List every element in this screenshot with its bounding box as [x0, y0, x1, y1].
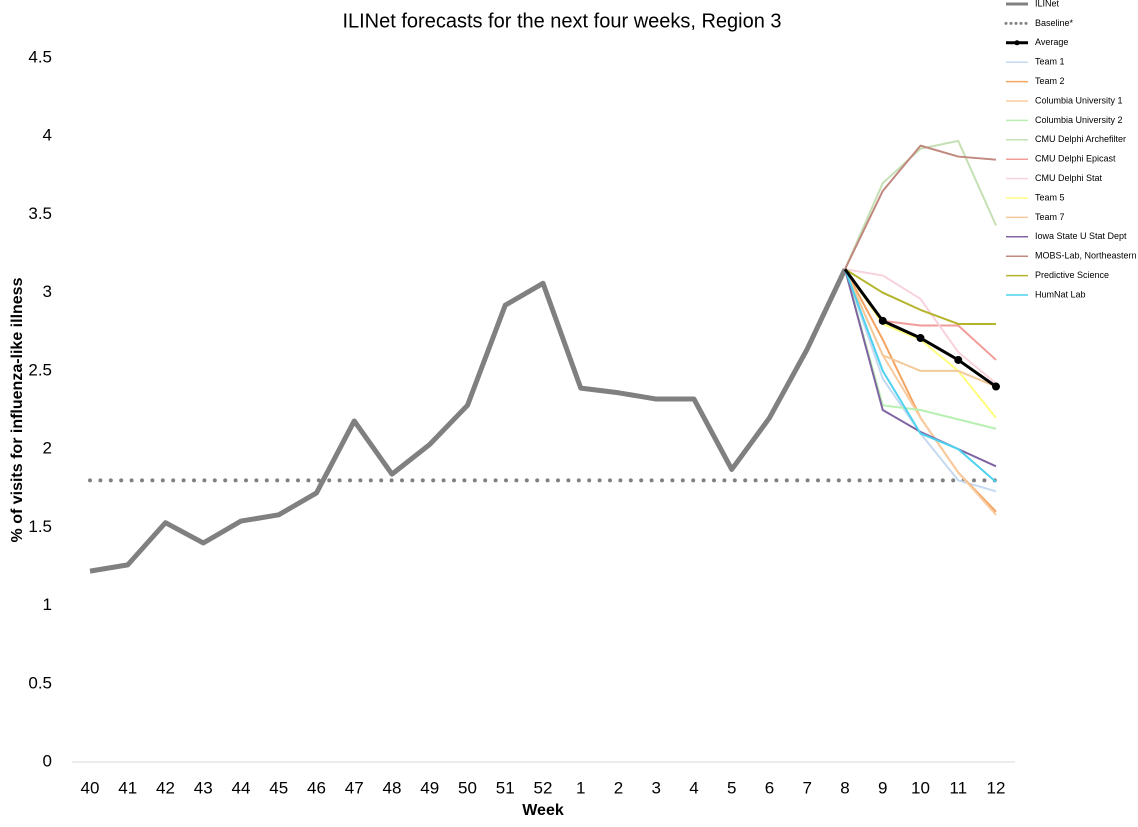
legend-label: Average [1035, 37, 1068, 47]
x-tick-label: 7 [803, 778, 812, 797]
legend-label: Columbia University 2 [1035, 115, 1123, 125]
x-tick-label: 41 [118, 778, 137, 797]
legend-label: CMU Delphi Archefilter [1035, 134, 1126, 144]
series-marker [992, 382, 1000, 391]
series-line [844, 268, 997, 516]
x-axis-label: Week [522, 802, 564, 819]
legend-label: HumNat Lab [1035, 289, 1086, 299]
x-tick-label: 50 [458, 778, 477, 797]
y-tick-label: 2.5 [28, 360, 52, 379]
series-line [89, 268, 848, 574]
x-tick-label: 4 [689, 778, 698, 797]
x-tick-label: 44 [232, 778, 251, 797]
series-line [844, 268, 996, 325]
series-marker [878, 316, 887, 325]
y-axis-label: % of visits for influenza-like illness [9, 277, 26, 542]
legend-marker [1014, 40, 1020, 46]
legend-label: Iowa State U Stat Dept [1035, 231, 1127, 241]
x-tick-label: 12 [987, 778, 1006, 797]
legend-label: Team 7 [1035, 212, 1065, 222]
x-tick-label: 3 [652, 778, 661, 797]
chart-title: ILINet forecasts for the next four weeks… [342, 10, 781, 32]
x-tick-label: 9 [878, 778, 887, 797]
series-marker [916, 334, 925, 343]
x-tick-label: 51 [496, 778, 515, 797]
y-tick-label: 1 [43, 595, 52, 614]
legend-label: Predictive Science [1035, 270, 1109, 280]
x-tick-label: 52 [534, 778, 553, 797]
series-line [844, 268, 997, 419]
x-tick-label: 5 [727, 778, 736, 797]
series-marker [954, 355, 963, 364]
x-tick-label: 47 [345, 778, 364, 797]
legend-label: Team 5 [1035, 192, 1065, 202]
y-tick-label: 4 [43, 126, 52, 145]
legend-label: Team 2 [1035, 76, 1065, 86]
legend-label: Columbia University 1 [1035, 95, 1123, 105]
series-line [844, 144, 997, 270]
x-tick-label: 40 [81, 778, 100, 797]
x-tick-label: 45 [269, 778, 288, 797]
x-tick-label: 6 [765, 778, 774, 797]
y-tick-label: 1.5 [28, 517, 52, 536]
legend-label: CMU Delphi Epicast [1035, 154, 1116, 164]
x-tick-label: 10 [911, 778, 930, 797]
y-tick-label: 2 [43, 439, 52, 458]
x-tick-label: 2 [614, 778, 623, 797]
series-line [844, 268, 997, 385]
legend-label: Baseline* [1035, 18, 1074, 28]
legend-label: Team 1 [1035, 57, 1065, 67]
x-tick-label: 11 [949, 778, 967, 797]
x-tick-label: 43 [194, 778, 213, 797]
x-tick-label: 46 [307, 778, 326, 797]
x-tick-label: 42 [156, 778, 175, 797]
series-line [844, 139, 997, 270]
legend-label: CMU Delphi Stat [1035, 173, 1103, 183]
y-tick-label: 0.5 [28, 673, 52, 692]
y-tick-label: 4.5 [28, 47, 52, 66]
x-tick-label: 1 [576, 778, 585, 797]
y-tick-label: 0 [43, 751, 52, 770]
x-tick-label: 8 [840, 778, 849, 797]
series-line [844, 268, 997, 430]
series-line [844, 268, 997, 483]
legend-label: ILINet [1035, 0, 1060, 8]
x-tick-label: 48 [383, 778, 402, 797]
y-tick-label: 3 [43, 282, 52, 301]
x-tick-label: 49 [420, 778, 439, 797]
series-line [844, 268, 997, 388]
legend-label: MOBS-Lab, Northeastern [1035, 251, 1137, 261]
y-tick-label: 3.5 [28, 204, 52, 223]
